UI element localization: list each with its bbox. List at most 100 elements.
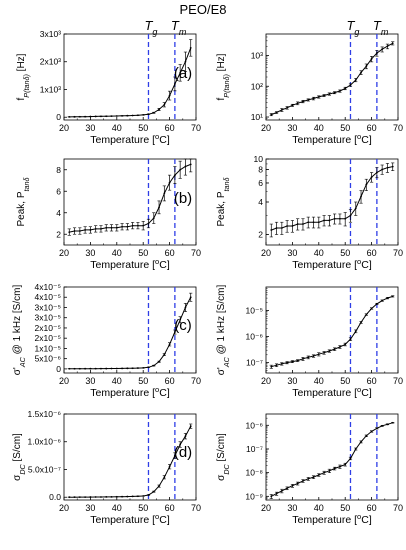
data-point [365, 65, 368, 68]
data-point [131, 367, 134, 370]
data-point [110, 495, 113, 498]
data-point [110, 226, 113, 229]
y-tick-label: 4x10⁻⁵ [35, 282, 61, 292]
y-tick-label: 4 [258, 197, 263, 207]
data-point [68, 115, 71, 118]
data-point [184, 306, 187, 309]
x-tick-label: 70 [191, 376, 201, 386]
data-point [78, 115, 81, 118]
data-point [333, 91, 336, 94]
data-point [73, 230, 76, 232]
data-point [286, 487, 289, 490]
x-tick-label: 40 [314, 376, 324, 386]
data-point [280, 489, 283, 492]
data-point [89, 229, 92, 231]
y-axis-label: Peak, Ptanδ [16, 176, 31, 226]
data-point [323, 471, 325, 474]
y-tick-label: 10 [254, 154, 264, 164]
data-point [126, 225, 129, 228]
data-point [360, 71, 362, 74]
data-point [147, 222, 150, 225]
y-axis-label: Peak, Ptanδ [216, 176, 231, 226]
data-point [296, 102, 299, 105]
data-point [333, 348, 336, 351]
x-tick-label: 40 [112, 503, 122, 513]
data-point [137, 114, 139, 117]
tg-label: Tg [346, 18, 359, 37]
data-point [189, 296, 192, 299]
data-point [89, 115, 92, 118]
x-tick-label: 30 [287, 248, 297, 258]
x-tick-label: 60 [367, 123, 377, 133]
y-tick-label: 0 [56, 112, 61, 122]
x-tick-label: 70 [191, 503, 201, 513]
data-point [100, 367, 102, 370]
data-point [142, 224, 145, 227]
x-tick-label: 30 [287, 376, 297, 386]
data-point [302, 479, 304, 482]
x-tick-label: 20 [59, 503, 69, 513]
x-tick-label: 70 [393, 503, 403, 513]
data-point [323, 94, 325, 97]
data-point [381, 299, 384, 302]
data-point [381, 168, 384, 171]
data-point [189, 46, 192, 49]
data-point [168, 343, 171, 346]
panel-label: (c) [174, 317, 192, 334]
data-point [147, 113, 150, 116]
data-point [131, 495, 134, 498]
x-tick-label: 70 [191, 248, 201, 258]
x-tick-label: 30 [85, 503, 95, 513]
data-point [349, 338, 352, 341]
x-tick-label: 60 [367, 376, 377, 386]
data-point [73, 496, 76, 499]
data-point [68, 367, 71, 370]
data-point [386, 45, 389, 48]
x-tick-label: 30 [287, 123, 297, 133]
data-point [381, 48, 384, 51]
x-tick-label: 20 [261, 376, 271, 386]
plot-frame [265, 33, 399, 121]
x-axis-label: Temperature [oC] [292, 132, 372, 147]
data-point [375, 171, 378, 174]
data-point [184, 165, 187, 168]
y-tick-label: 2 [56, 229, 61, 239]
x-tick-label: 70 [393, 248, 403, 258]
series-line [69, 47, 192, 118]
data-point [137, 367, 139, 369]
data-point [344, 463, 347, 466]
y-tick-label: 1.0x10⁻⁶ [27, 437, 61, 447]
x-tick-label: 30 [85, 123, 95, 133]
x-tick-label: 60 [165, 376, 175, 386]
series-line [271, 166, 393, 231]
tm-label: Tm [373, 18, 389, 37]
y-tick-label: 1x10³ [40, 84, 61, 94]
data-point [365, 434, 368, 437]
data-point [126, 495, 129, 498]
data-point [163, 476, 166, 479]
y-tick-label: 10² [251, 81, 263, 91]
data-point [158, 108, 160, 111]
x-tick-label: 20 [59, 248, 69, 258]
data-point [360, 440, 362, 443]
data-point [280, 362, 283, 365]
data-point [328, 93, 331, 95]
data-point [100, 227, 102, 230]
y-tick-label: 10³ [251, 51, 263, 61]
y-tick-label: 10⁻⁶ [246, 420, 263, 430]
data-point [152, 217, 155, 220]
data-point [121, 225, 123, 228]
data-point [349, 214, 352, 217]
plot-frame [265, 286, 399, 374]
data-point [94, 227, 97, 230]
data-point [333, 217, 336, 220]
series-line [69, 296, 192, 370]
data-point [94, 367, 97, 370]
data-point [349, 457, 352, 460]
data-point [349, 84, 352, 86]
data-point [339, 346, 341, 348]
data-point [312, 476, 315, 478]
data-point [280, 109, 283, 111]
x-axis-label: Temperature [oC] [90, 385, 170, 400]
y-tick-label: 1.5x10⁻⁶ [27, 409, 61, 419]
